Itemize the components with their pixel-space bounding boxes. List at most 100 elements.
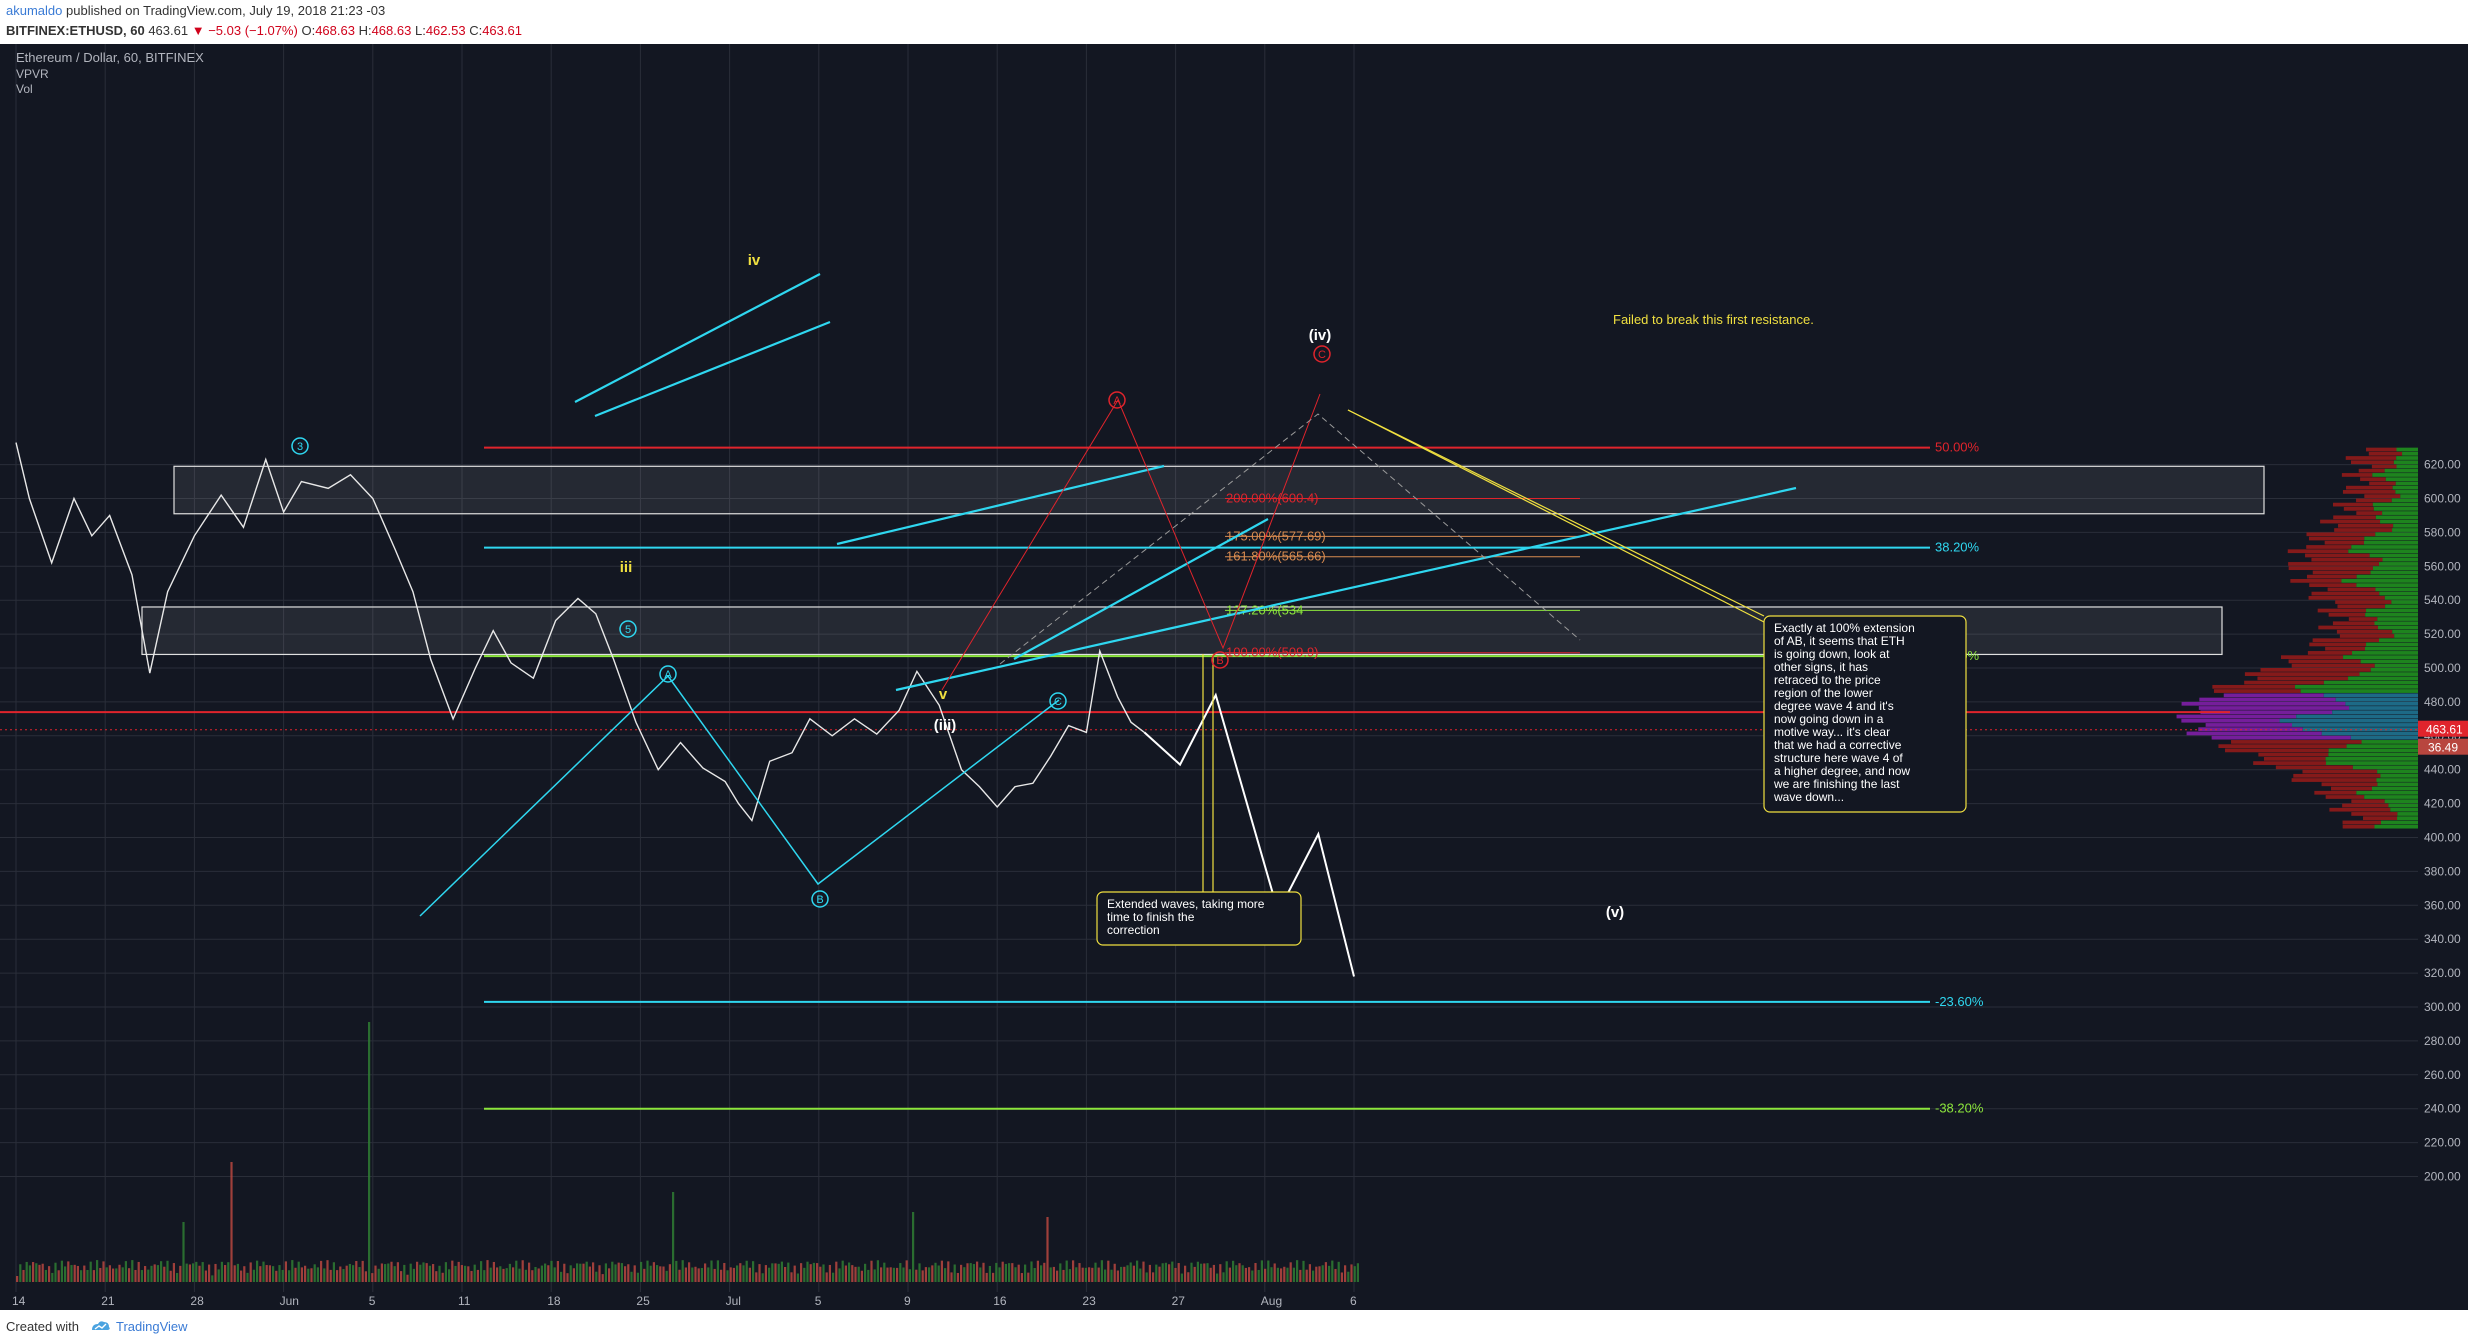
volume-bar — [32, 1262, 35, 1282]
profile-bar-buy — [2323, 680, 2418, 685]
volume-bar — [1286, 1267, 1289, 1282]
profile-bar-sell — [2199, 697, 2336, 702]
volume-bar — [332, 1262, 335, 1282]
volume-bar — [412, 1268, 415, 1282]
profile-bar-sell — [2181, 701, 2346, 706]
volume-bar — [915, 1269, 918, 1282]
volume-bar — [921, 1270, 924, 1282]
volume-bar — [678, 1269, 681, 1282]
volume-bar — [963, 1267, 966, 1282]
x-tick-label: 18 — [547, 1294, 561, 1308]
volume-bar — [790, 1272, 793, 1282]
volume-bar — [323, 1268, 326, 1282]
volume-bar — [576, 1263, 579, 1282]
volume-bar — [480, 1261, 483, 1282]
volume-bar — [1222, 1272, 1225, 1282]
volume-bar — [1040, 1265, 1043, 1282]
y-tick-label: 320.00 — [2424, 966, 2461, 980]
profile-bar-buy — [2376, 778, 2418, 782]
volume-bar — [144, 1266, 147, 1282]
volume-bar — [816, 1263, 819, 1282]
annotation-exactly-line: motive way... it's clear — [1774, 725, 1890, 739]
volume-bar — [572, 1268, 575, 1282]
volume-bar — [96, 1260, 99, 1282]
volume-bar — [150, 1265, 153, 1282]
volume-bar — [1353, 1266, 1356, 1282]
volume-bar — [1356, 1263, 1359, 1282]
profile-bar-buy — [2390, 807, 2418, 812]
fib-level-label: -23.60% — [1935, 994, 1984, 1009]
volume-bar — [569, 1265, 572, 1282]
volume-bar — [99, 1267, 102, 1282]
volume-bar — [204, 1270, 207, 1282]
volume-bar — [393, 1266, 396, 1282]
volume-bar — [92, 1270, 95, 1282]
volume-bar — [704, 1263, 707, 1282]
profile-bar-sell — [2364, 494, 2401, 498]
volume-bar — [624, 1266, 627, 1282]
volume-bar — [240, 1270, 243, 1282]
wave-circle — [619, 620, 637, 638]
profile-bar-buy — [2365, 612, 2418, 617]
volume-bar — [956, 1272, 959, 1282]
volume-bar — [1305, 1269, 1308, 1282]
volume-bar — [601, 1274, 604, 1282]
x-axis: 14 21 28 Jun 5 11 18 25 Jul 5 9 16 23 27 Aug 6 — [0, 1292, 2468, 1310]
profile-bar-sell — [2186, 731, 2322, 736]
y-tick-label: 420.00 — [2424, 797, 2461, 811]
profile-bar-buy — [2350, 735, 2418, 740]
volume-bar — [166, 1260, 169, 1282]
profile-bar-sell — [2369, 481, 2396, 486]
volume-bar — [1251, 1270, 1254, 1282]
annotation-extended-box — [1096, 891, 1302, 946]
volume-bar — [233, 1265, 236, 1282]
profile-bar-buy — [2385, 604, 2418, 609]
volume-bar — [1152, 1272, 1155, 1282]
profile-bar-buy — [2352, 651, 2418, 655]
profile-bar-sell — [2360, 477, 2386, 482]
y-tick-label: 580.00 — [2424, 525, 2461, 539]
volume-bar — [873, 1269, 876, 1282]
volume-bar — [1011, 1263, 1014, 1282]
volume-bar — [1292, 1267, 1295, 1282]
annotation-exactly-line: Exactly at 100% extension — [1774, 621, 1915, 635]
profile-bar-sell — [2317, 608, 2367, 613]
volume-bar — [1123, 1266, 1126, 1282]
volume-bar — [1148, 1264, 1151, 1282]
volume-bar — [1008, 1263, 1011, 1282]
annotation-extended-line: correction — [1107, 923, 1160, 937]
volume-bar — [368, 1022, 371, 1282]
volume-bar — [1289, 1262, 1292, 1282]
volume-bar — [697, 1268, 700, 1282]
volume-bar — [1094, 1262, 1097, 1282]
volume-bar — [937, 1265, 940, 1282]
volume-bar — [1062, 1269, 1065, 1282]
volume-bar — [745, 1260, 748, 1282]
volume-bar — [320, 1260, 323, 1282]
volume-bar — [310, 1268, 313, 1282]
volume-bar — [355, 1261, 358, 1282]
fib-levels: 50.00%38.20%23.60%-23.60%-38.20% — [484, 440, 1984, 1116]
tradingview-link[interactable]: TradingView — [116, 1319, 188, 1334]
volume-bar — [1219, 1264, 1222, 1282]
profile-bar-buy — [2396, 464, 2418, 469]
profile-bar-buy — [2377, 769, 2418, 774]
y-tick-label: 380.00 — [2424, 864, 2461, 878]
author-link[interactable]: akumaldo — [6, 3, 63, 18]
volume-bar — [764, 1265, 767, 1282]
y-tick-label: 340.00 — [2424, 932, 2461, 946]
profile-bar-buy — [2346, 744, 2418, 749]
profile-bar-buy — [2356, 583, 2418, 587]
volume-bar — [1049, 1267, 1052, 1282]
close-value: 463.61 — [482, 23, 522, 38]
grid-lines — [0, 44, 2418, 1292]
volume-bar — [51, 1272, 54, 1282]
volume-bar — [556, 1261, 559, 1282]
profile-bar-buy — [2348, 676, 2418, 681]
profile-bar-buy — [2372, 473, 2418, 477]
volume-bar — [646, 1260, 649, 1282]
profile-bar-buy — [2302, 727, 2418, 732]
price-chart[interactable]: 50.00%38.20%23.60%-23.60%-38.20%200.00%(… — [0, 44, 2468, 1310]
volume-bar — [566, 1273, 569, 1282]
wave-label: 5 — [625, 624, 631, 636]
